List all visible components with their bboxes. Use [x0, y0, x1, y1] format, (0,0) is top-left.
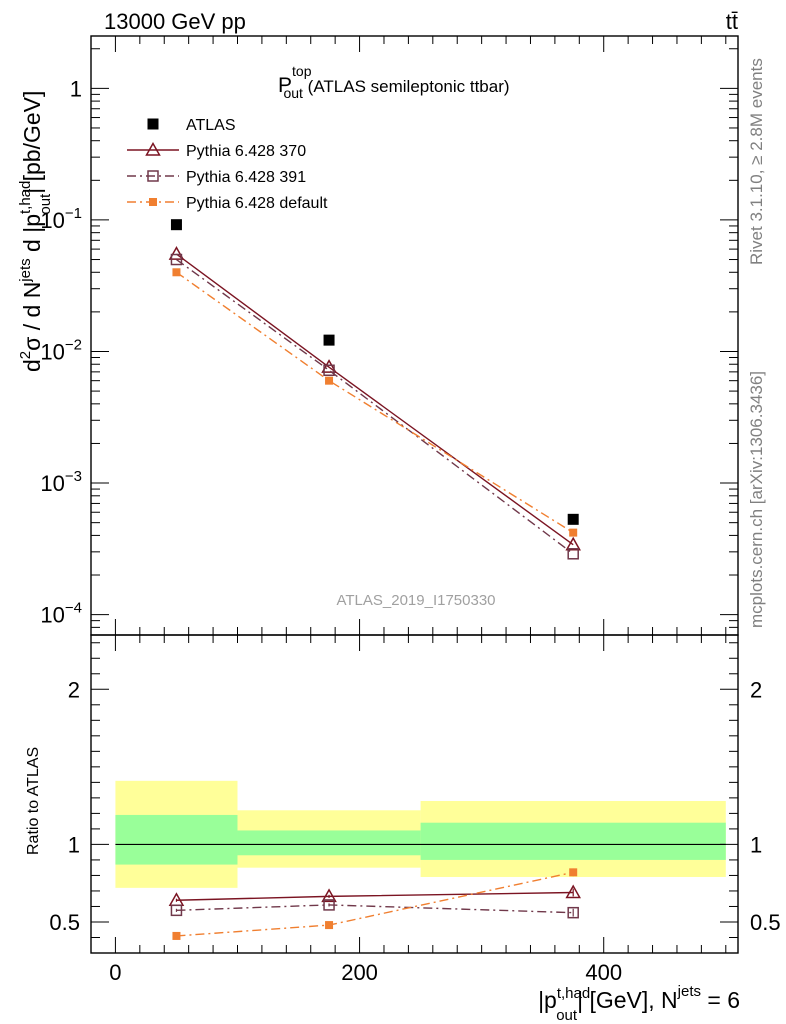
main-point-s2-1 [323, 364, 335, 377]
legend-marker-1 [145, 141, 161, 156]
ratio-point-s2-0 [172, 931, 181, 940]
main-point-s3-1 [325, 376, 334, 385]
ratio-xtick-label-1: 200 [341, 960, 378, 985]
main-point-s0-0 [170, 219, 182, 231]
legend-marker-3 [149, 198, 157, 206]
ratio-ytick-label-left-1: 1 [68, 832, 80, 857]
rivet-side-label: Rivet 3.1.10, ≥ 2.8M events [747, 58, 766, 265]
ratio-point-s1-1 [323, 899, 335, 911]
legend-marker-2 [147, 170, 159, 182]
analysis-watermark: ATLAS_2019_I1750330 [336, 592, 495, 609]
main-point-s1-0 [168, 246, 185, 260]
ratio-series-line-1 [176, 904, 574, 914]
process-label: tt̄ [726, 9, 738, 34]
legend-marker-0 [147, 118, 159, 130]
ratio-y-axis-label: Ratio to ATLAS [25, 747, 42, 855]
ratio-xtick-label-2: 400 [585, 960, 622, 985]
ratio-point-s0-2 [565, 884, 581, 899]
ratio-ytick-label-left-0: 0.5 [49, 910, 80, 935]
ratio-point-s0-1 [321, 888, 337, 903]
main-point-s3-2 [569, 528, 578, 537]
x-axis-label: |pt,had out| [GeV], Njets = 6 [538, 983, 740, 1024]
main-y-axis-label: d2σ / d Njets d |pt,had out| [pb/GeV] [17, 91, 54, 372]
main-point-s1-1 [321, 359, 337, 373]
mcplots-side-label: mcplots.cern.ch [arXiv:1306.3436] [747, 371, 766, 628]
main-ytick-label-1: 10−3 [40, 468, 82, 496]
main-point-s2-2 [567, 548, 579, 560]
ratio-series-line-0 [176, 891, 574, 901]
legend-label-3: Pythia 6.428 default [186, 195, 328, 212]
main-series-line-2 [176, 258, 574, 555]
ratio-ytick-label-right-0: 0.5 [750, 910, 781, 935]
main-title: Ptop out (ATLAS semileptonic ttbar) [278, 63, 510, 101]
ratio-xtick-label-0: 0 [109, 960, 121, 985]
ratio-panel: 0.5 0.5 1 1 2 2 0 200 400 Ratio to ATLAS |pt,had ou… [25, 634, 781, 1024]
ratio-ytick-label-right-2: 2 [750, 677, 762, 702]
legend-label-2: Pythia 6.428 391 [186, 169, 306, 186]
main-panel: 10−4 10−3 10−2 10−1 1 Ptop out (ATLAS semilept… [17, 35, 739, 636]
ratio-point-s2-1 [325, 921, 334, 930]
uncertainty-band-green-2 [420, 822, 726, 860]
ratio-point-s1-2 [567, 906, 579, 919]
legend-label-1: Pythia 6.428 370 [186, 143, 306, 160]
main-ytick-label-0: 10−4 [40, 600, 82, 628]
energy-label: 13000 GeV pp [104, 9, 246, 34]
main-series-line-3 [176, 271, 574, 534]
ratio-point-s2-2 [569, 868, 578, 877]
uncertainty-band-green-1 [237, 830, 421, 856]
ratio-frame [90, 634, 739, 954]
ratio-point-s1-0 [170, 904, 183, 917]
main-point-s2-0 [170, 253, 183, 266]
ratio-ytick-label-left-2: 2 [68, 677, 80, 702]
main-point-s0-1 [323, 334, 335, 346]
ratio-ytick-label-right-1: 1 [750, 832, 762, 857]
main-series-line-1 [176, 253, 574, 546]
main-ytick-label-2: 10−2 [40, 336, 82, 364]
main-point-s3-0 [172, 268, 181, 277]
main-ytick-label-3: 10−1 [40, 205, 82, 233]
main-point-s1-2 [565, 536, 581, 551]
main-point-s0-2 [567, 513, 579, 525]
legend-label-0: ATLAS [186, 117, 236, 134]
main-ytick-label-4: 1 [70, 76, 82, 101]
uncertainty-band-green-0 [115, 814, 238, 865]
